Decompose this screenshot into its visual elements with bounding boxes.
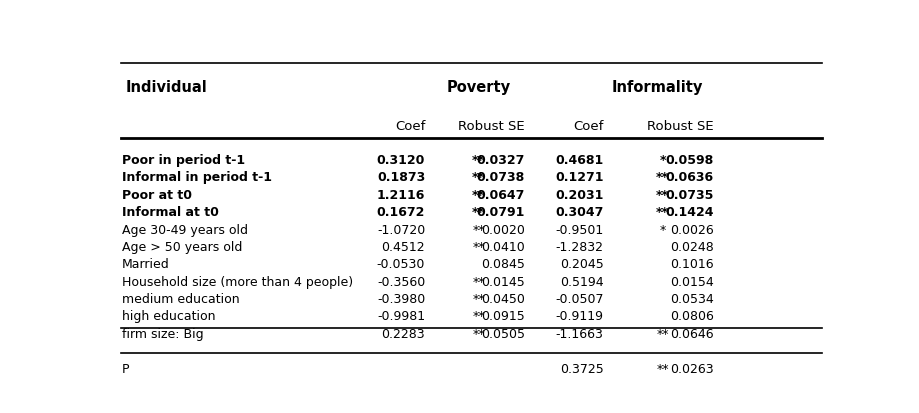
Text: -0.3560: -0.3560 [377, 275, 425, 288]
Text: 0.0505: 0.0505 [481, 327, 525, 340]
Text: **: ** [655, 188, 668, 202]
Text: 0.2031: 0.2031 [554, 188, 603, 202]
Text: 0.0646: 0.0646 [670, 327, 713, 340]
Text: 0.3120: 0.3120 [377, 154, 425, 167]
Text: medium education: medium education [122, 292, 240, 305]
Text: high education: high education [122, 310, 215, 323]
Text: -0.9981: -0.9981 [377, 310, 425, 323]
Text: 0.2283: 0.2283 [381, 327, 425, 340]
Text: 0.0534: 0.0534 [669, 292, 713, 305]
Text: Poverty: Poverty [446, 80, 510, 95]
Text: **: ** [655, 327, 668, 340]
Text: Age 30-49 years old: Age 30-49 years old [122, 223, 248, 236]
Text: 0.0327: 0.0327 [476, 154, 525, 167]
Text: **: ** [471, 310, 484, 323]
Text: Age > 50 years old: Age > 50 years old [122, 240, 243, 253]
Text: -1.2832: -1.2832 [555, 240, 603, 253]
Text: -0.0507: -0.0507 [554, 292, 603, 305]
Text: *: * [659, 154, 665, 167]
Text: Poor in period t-1: Poor in period t-1 [122, 154, 245, 167]
Text: 0.0636: 0.0636 [665, 171, 713, 184]
Text: Informal at t0: Informal at t0 [122, 206, 219, 219]
Text: 0.5194: 0.5194 [559, 275, 603, 288]
Text: **: ** [471, 327, 484, 340]
Text: **: ** [471, 292, 484, 305]
Text: 0.0154: 0.0154 [669, 275, 713, 288]
Text: Coef: Coef [394, 119, 425, 133]
Text: 0.0263: 0.0263 [670, 363, 713, 375]
Text: 0.1016: 0.1016 [670, 258, 713, 271]
Text: 0.0020: 0.0020 [481, 223, 525, 236]
Text: 0.0145: 0.0145 [481, 275, 525, 288]
Text: **: ** [655, 363, 668, 375]
Text: 0.0791: 0.0791 [476, 206, 525, 219]
Text: 0.0410: 0.0410 [481, 240, 525, 253]
Text: 0.1424: 0.1424 [664, 206, 713, 219]
Text: -0.3980: -0.3980 [377, 292, 425, 305]
Text: 0.0845: 0.0845 [481, 258, 525, 271]
Text: Poor at t0: Poor at t0 [122, 188, 192, 202]
Text: 0.0915: 0.0915 [481, 310, 525, 323]
Text: Robust SE: Robust SE [647, 119, 713, 133]
Text: 0.1672: 0.1672 [377, 206, 425, 219]
Text: **: ** [471, 240, 484, 253]
Text: Informality: Informality [610, 80, 702, 95]
Text: -1.0720: -1.0720 [377, 223, 425, 236]
Text: **: ** [471, 188, 484, 202]
Text: -0.0530: -0.0530 [377, 258, 425, 271]
Text: **: ** [471, 171, 484, 184]
Text: 0.0248: 0.0248 [669, 240, 713, 253]
Text: 0.4681: 0.4681 [554, 154, 603, 167]
Text: 0.1873: 0.1873 [377, 171, 425, 184]
Text: Individual: Individual [126, 80, 207, 95]
Text: **: ** [471, 223, 484, 236]
Text: Household size (more than 4 people): Household size (more than 4 people) [122, 275, 353, 288]
Text: firm size: Big: firm size: Big [122, 327, 203, 340]
Text: 0.0647: 0.0647 [476, 188, 525, 202]
Text: 0.3725: 0.3725 [559, 363, 603, 375]
Text: 0.0026: 0.0026 [669, 223, 713, 236]
Text: 0.4512: 0.4512 [381, 240, 425, 253]
Text: Coef: Coef [573, 119, 603, 133]
Text: 1.2116: 1.2116 [377, 188, 425, 202]
Text: 0.0598: 0.0598 [665, 154, 713, 167]
Text: Informal in period t-1: Informal in period t-1 [122, 171, 272, 184]
Text: Married: Married [122, 258, 170, 271]
Text: **: ** [471, 206, 484, 219]
Text: 0.0806: 0.0806 [669, 310, 713, 323]
Text: 0.3047: 0.3047 [554, 206, 603, 219]
Text: 0.0738: 0.0738 [476, 171, 525, 184]
Text: Robust SE: Robust SE [458, 119, 525, 133]
Text: 0.1271: 0.1271 [554, 171, 603, 184]
Text: 0.0735: 0.0735 [664, 188, 713, 202]
Text: *: * [659, 223, 665, 236]
Text: -0.9501: -0.9501 [554, 223, 603, 236]
Text: 0.0450: 0.0450 [481, 292, 525, 305]
Text: **: ** [655, 206, 668, 219]
Text: **: ** [655, 171, 668, 184]
Text: -0.9119: -0.9119 [555, 310, 603, 323]
Text: **: ** [471, 275, 484, 288]
Text: **: ** [471, 154, 484, 167]
Text: 0.2045: 0.2045 [559, 258, 603, 271]
Text: -1.1663: -1.1663 [555, 327, 603, 340]
Text: P: P [122, 363, 130, 375]
